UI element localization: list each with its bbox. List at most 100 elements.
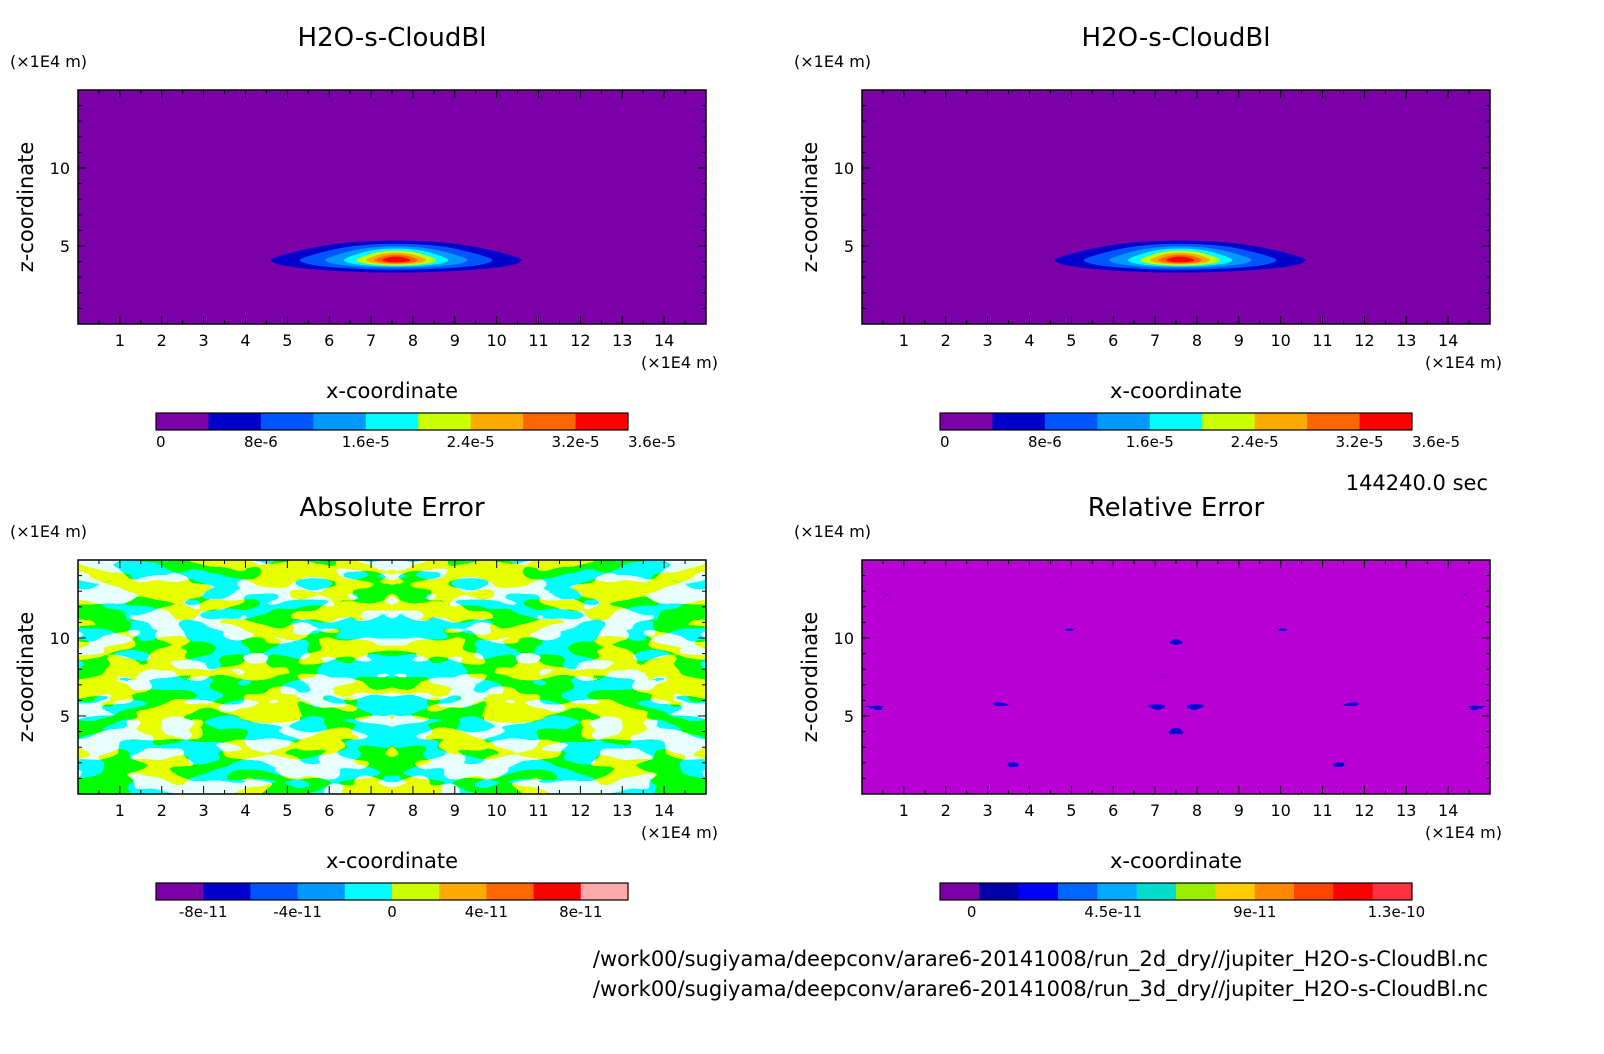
x-tick-label: 12	[570, 801, 590, 820]
panel-bottom-left: Absolute Error(×1E4 m)1 2 3 4 5 6 7 8 9 10 11 12 13 1…	[10, 493, 718, 921]
x-tick-label: 4	[240, 331, 250, 350]
x-tick-label: 5	[282, 801, 292, 820]
colorbar-swatch	[392, 883, 440, 900]
x-tick-label: 7	[366, 331, 376, 350]
colorbar-swatch	[1097, 883, 1138, 900]
heatmap-field	[862, 560, 1490, 794]
x-tick-label: 1	[115, 801, 125, 820]
x-tick-label: 8	[1192, 331, 1202, 350]
noise-pattern-mirror	[1176, 560, 1490, 794]
contour-level-8	[382, 256, 411, 263]
y-tick-label: 5	[844, 237, 854, 256]
x-tick-label: 13	[1396, 801, 1416, 820]
colorbar-swatch	[1307, 413, 1361, 430]
colorbar-swatch	[486, 883, 535, 900]
colorbar-swatch	[1294, 883, 1334, 900]
x-tick-label: 6	[1108, 801, 1118, 820]
colorbar-tick-label: 3.6e-5	[1412, 433, 1460, 451]
x-tick-label: 10	[486, 331, 506, 350]
colorbar-tick-label: 2.4e-5	[1231, 433, 1279, 451]
colorbar-frame	[155, 412, 629, 431]
y-unit-label: (×1E4 m)	[10, 522, 87, 541]
field-right-half	[1176, 560, 1490, 794]
colorbar-swatch	[1372, 883, 1413, 900]
x-tick-label: 10	[486, 801, 506, 820]
colorbar-swatch	[260, 413, 314, 430]
x-tick-label: 11	[1312, 331, 1332, 350]
noise-pattern	[78, 560, 392, 794]
time-label: 144240.0 sec	[1346, 471, 1488, 495]
chart-title: H2O-s-CloudBl	[298, 23, 487, 53]
x-tick-label: 6	[324, 331, 334, 350]
x-tick-label: 9	[1234, 801, 1244, 820]
colorbar-frame	[155, 882, 629, 901]
colorbar-tick-label: 8e-11	[559, 903, 602, 921]
field-right-clip	[392, 560, 706, 794]
colorbar-tick-label: 1.3e-10	[1368, 903, 1426, 921]
x-tick-label: 14	[1438, 801, 1458, 820]
x-tick-label: 8	[1192, 801, 1202, 820]
field-background	[78, 90, 706, 324]
y-unit-label: (×1E4 m)	[794, 52, 871, 71]
x-tick-label: 5	[1066, 801, 1076, 820]
x-tick-label: 1	[899, 801, 909, 820]
y-axis-label: z-coordinate	[798, 142, 822, 273]
colorbar-swatch	[1254, 413, 1308, 430]
x-tick-label: 6	[1108, 331, 1118, 350]
x-tick-label: 10	[1270, 331, 1290, 350]
x-tick-label: 5	[282, 331, 292, 350]
colorbar-swatch	[580, 883, 629, 900]
x-tick-label: 2	[941, 801, 951, 820]
colorbar-swatch	[313, 413, 367, 430]
x-tick-label: 9	[450, 801, 460, 820]
x-tick-label: 4	[1024, 331, 1034, 350]
colorbar-swatch	[297, 883, 346, 900]
y-tick-label: 5	[60, 707, 70, 726]
panel-top-right: H2O-s-CloudBl(×1E4 m)1 2 3 4 5 6 7 8 9 10 11 12 13 14…	[794, 23, 1502, 451]
y-tick-label: 10	[834, 159, 854, 178]
x-tick-label: 8	[408, 331, 418, 350]
x-tick-label: 3	[199, 801, 209, 820]
x-tick-label: 12	[570, 331, 590, 350]
colorbar-swatch	[418, 413, 472, 430]
y-axis-label: z-coordinate	[14, 612, 38, 743]
field-left-half	[862, 560, 1176, 794]
y-tick-label: 10	[50, 629, 70, 648]
x-tick-label: 11	[1312, 801, 1332, 820]
colorbar-tick-label: 3.2e-5	[1336, 433, 1384, 451]
panel-top-left: H2O-s-CloudBl(×1E4 m)1 2 3 4 5 6 7 8 9 10 11 12 13 14…	[10, 23, 718, 451]
y-axis-label: z-coordinate	[14, 142, 38, 273]
field-left-half	[78, 560, 392, 794]
colorbar-swatch	[533, 883, 582, 900]
x-unit-label: (×1E4 m)	[1425, 353, 1502, 372]
x-unit-label: (×1E4 m)	[641, 823, 718, 842]
y-tick-label: 5	[60, 237, 70, 256]
x-tick-label: 1	[115, 331, 125, 350]
x-unit-label: (×1E4 m)	[1425, 823, 1502, 842]
colorbar-swatch	[940, 413, 993, 430]
colorbar-tick-label: 0	[940, 433, 950, 451]
colorbar-tick-label: 8e-6	[244, 433, 278, 451]
colorbar-tick-label: 4.5e-11	[1084, 903, 1142, 921]
colorbar-swatch	[992, 413, 1046, 430]
heatmap-field	[78, 90, 706, 324]
x-tick-label: 4	[1024, 801, 1034, 820]
chart-title: H2O-s-CloudBl	[1082, 23, 1271, 53]
colorbar-swatch	[1359, 413, 1413, 430]
colorbar-swatch	[979, 883, 1020, 900]
colorbar-tick-label: 2.4e-5	[447, 433, 495, 451]
x-tick-label: 8	[408, 801, 418, 820]
x-tick-label: 2	[157, 331, 167, 350]
colorbar-swatch	[1058, 883, 1098, 900]
file-path-3d: /work00/sugiyama/deepconv/arare6-2014100…	[593, 977, 1488, 1002]
colorbar-swatch	[156, 413, 209, 430]
colorbar-swatch	[203, 883, 251, 900]
x-tick-label: 13	[612, 331, 632, 350]
colorbar-tick-label: 1.6e-5	[1126, 433, 1174, 451]
y-unit-label: (×1E4 m)	[10, 52, 87, 71]
colorbar-swatch	[365, 413, 419, 430]
x-axis-label: x-coordinate	[1110, 849, 1242, 873]
x-tick-label: 14	[654, 331, 674, 350]
colorbar-swatch	[344, 883, 393, 900]
